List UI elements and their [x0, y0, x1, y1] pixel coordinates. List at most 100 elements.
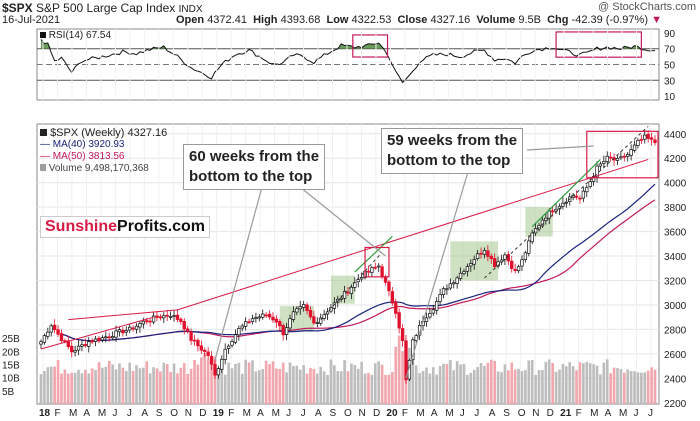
- candle-body: [52, 324, 57, 331]
- green-trendline-2019: [354, 236, 393, 273]
- rsi-line: [40, 39, 656, 84]
- header-ohlc: Open 4372.41 High 4393.68 Low 4322.53 Cl…: [176, 14, 662, 26]
- volume-bar: [70, 372, 74, 404]
- candle-body: [643, 134, 647, 140]
- candle-body: [649, 137, 654, 140]
- volume-bar: [534, 375, 537, 404]
- ma40-line: [61, 183, 656, 342]
- volume-bar: [414, 365, 418, 404]
- high-value: 4393.68: [280, 14, 321, 26]
- volume-bar: [462, 363, 466, 404]
- candle-body: [284, 327, 289, 335]
- candle-body: [141, 320, 146, 325]
- volume-bar: [459, 364, 462, 404]
- volume-bar: [322, 371, 326, 404]
- volume-bar: [356, 368, 360, 404]
- callout-right-line2: bottom to the top: [387, 152, 511, 169]
- candle-body: [151, 315, 156, 323]
- x-tick-label: A: [141, 408, 148, 419]
- volume-tick-label: 20B: [2, 347, 20, 358]
- volume-bar: [476, 367, 479, 404]
- candle-body: [322, 314, 326, 319]
- candle-body: [489, 255, 493, 260]
- x-tick-label: D: [199, 408, 206, 419]
- green-trendline-2021: [531, 159, 601, 228]
- price-tick-label: 3000: [664, 301, 687, 312]
- candle-body: [124, 330, 128, 333]
- candle-body: [203, 349, 207, 352]
- volume-bar: [384, 374, 387, 404]
- candle-body: [87, 341, 91, 347]
- candle-body: [626, 154, 630, 157]
- volume-bar: [73, 372, 77, 404]
- x-tick-label: M: [69, 408, 77, 419]
- candle-body: [585, 187, 589, 193]
- volume-bar: [646, 370, 650, 404]
- candle-body: [209, 355, 214, 365]
- candle-body: [196, 339, 200, 347]
- volume-swatch-icon: [40, 164, 46, 171]
- volume-bar: [251, 360, 254, 404]
- volume-bar: [128, 362, 132, 404]
- volume-bar: [496, 371, 500, 404]
- candle-body: [458, 272, 463, 279]
- candle-body: [578, 197, 582, 200]
- candle-body: [479, 252, 483, 255]
- candle-body: [619, 156, 623, 159]
- volume-bar: [213, 356, 217, 404]
- x-tick-label: M: [243, 408, 251, 419]
- volume-bar: [483, 365, 486, 404]
- candle-body: [281, 325, 285, 336]
- volume-bar: [131, 370, 135, 404]
- legend-main: $SPX (Weekly) 4327.16: [40, 127, 167, 139]
- volume-bar: [247, 362, 251, 404]
- candle-body: [608, 156, 613, 159]
- sunshine-profits-logo: SunshineProfits.com: [40, 216, 211, 238]
- candle-body: [349, 286, 354, 294]
- candle-body: [117, 329, 122, 333]
- candle-body: [110, 336, 115, 339]
- candle-body: [155, 315, 159, 318]
- volume-bar: [411, 342, 415, 404]
- volume-bar: [210, 364, 213, 404]
- candle-body: [550, 210, 555, 213]
- volume-bar: [240, 373, 244, 404]
- ma50-swatch-icon: —: [40, 151, 50, 162]
- candle-body: [356, 279, 360, 283]
- candle-body: [424, 317, 429, 323]
- watermark-text: @ StockCharts.com: [598, 1, 696, 13]
- volume-bar: [438, 366, 442, 404]
- candle-body: [448, 283, 453, 289]
- x-tick-label: J: [634, 408, 639, 419]
- volume-bar: [547, 359, 551, 404]
- x-tick-label: J: [301, 408, 306, 419]
- volume-bar: [142, 367, 145, 404]
- volume-bar: [104, 366, 108, 404]
- x-tick-label: O: [170, 408, 178, 419]
- volume-bar: [640, 372, 643, 404]
- legend-ma50: — MA(50) 3813.56: [40, 151, 167, 163]
- candle-body: [482, 250, 487, 255]
- volume-bar: [517, 368, 520, 404]
- candle-body: [305, 304, 309, 312]
- volume-bar: [554, 371, 558, 404]
- consolidation-zone: [330, 275, 355, 304]
- volume-bar: [230, 368, 234, 404]
- volume-bar: [309, 367, 312, 404]
- candle-body: [516, 266, 521, 272]
- rsi-tick-label: 70: [664, 45, 676, 56]
- x-tick-label: J: [286, 408, 291, 419]
- close-label: Close: [397, 14, 428, 26]
- candle-body: [605, 155, 609, 162]
- x-tick-label: 19: [213, 408, 225, 419]
- candle-body: [428, 313, 432, 318]
- candle-body: [264, 314, 268, 317]
- volume-bar: [428, 373, 432, 404]
- candle-body: [581, 190, 586, 199]
- volume-bar: [360, 361, 363, 404]
- candle-body: [380, 266, 384, 277]
- volume-bar: [363, 373, 367, 404]
- candle-body: [114, 330, 118, 338]
- volume-bar: [155, 368, 159, 404]
- candle-body: [288, 318, 292, 329]
